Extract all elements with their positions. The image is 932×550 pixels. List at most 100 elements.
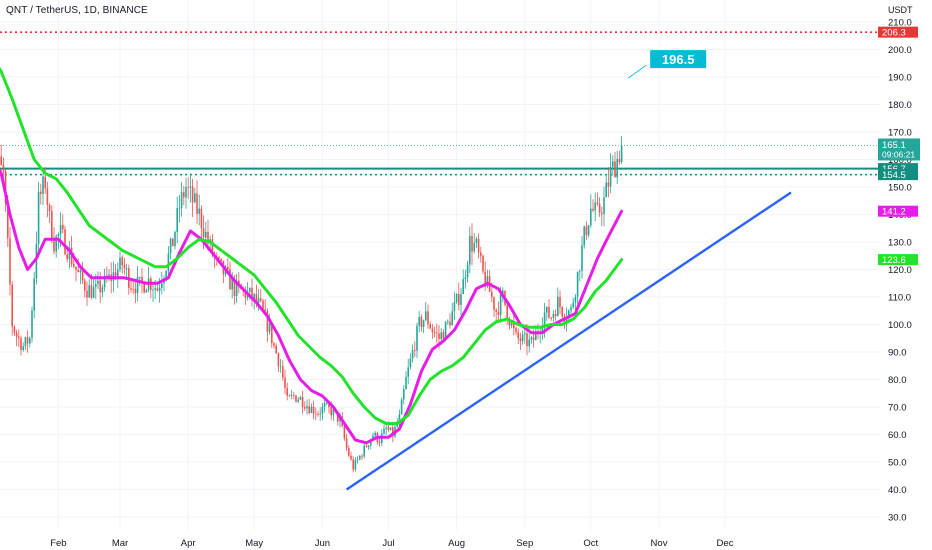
moving-average-line bbox=[0, 168, 624, 445]
candle-body bbox=[321, 406, 324, 414]
candle-body bbox=[97, 280, 99, 285]
candle-body bbox=[557, 296, 559, 317]
candle-body bbox=[79, 270, 82, 273]
candle-body bbox=[24, 337, 27, 347]
candle-body bbox=[466, 264, 469, 278]
candle-body bbox=[614, 161, 616, 178]
candle-body bbox=[31, 310, 33, 339]
candle-body bbox=[59, 224, 62, 235]
candle-body bbox=[433, 332, 436, 334]
candle-body bbox=[361, 455, 363, 457]
candle-body bbox=[57, 234, 60, 237]
candle-body bbox=[436, 332, 438, 334]
candle-body bbox=[590, 208, 592, 226]
candle-body bbox=[442, 332, 445, 339]
candle-body bbox=[290, 394, 293, 396]
candle-body bbox=[121, 257, 123, 266]
x-tick-label: Nov bbox=[651, 538, 668, 549]
candle-body bbox=[616, 159, 618, 178]
annotation-box bbox=[650, 50, 707, 69]
y-tick-label: 100.0 bbox=[888, 320, 912, 331]
level-price-tag-bg bbox=[878, 169, 918, 181]
candle-body bbox=[530, 337, 533, 340]
candle-body bbox=[198, 208, 200, 214]
candle-body bbox=[268, 323, 271, 332]
x-tick-label: Oct bbox=[583, 538, 598, 549]
candle-body bbox=[66, 254, 68, 260]
candle-body bbox=[51, 210, 53, 241]
y-tick-label: 170.0 bbox=[888, 128, 912, 139]
candle-body bbox=[477, 238, 480, 253]
time-axis[interactable]: Feb Mar Apr May Jun Jul Aug Sep Oct Nov Dec bbox=[50, 538, 733, 549]
candle-body bbox=[42, 176, 44, 194]
candle-body bbox=[548, 306, 550, 318]
candle-body bbox=[480, 252, 482, 256]
candle-body bbox=[370, 439, 372, 446]
y-tick-label: 50.0 bbox=[888, 458, 907, 469]
candle-body bbox=[431, 328, 434, 333]
candle-body bbox=[444, 322, 447, 339]
candle-body bbox=[125, 268, 128, 270]
candle-body bbox=[583, 226, 585, 246]
trendline-layer[interactable] bbox=[345, 191, 792, 491]
candle-body bbox=[328, 402, 330, 408]
support-trendline bbox=[345, 191, 792, 491]
candle-body bbox=[482, 255, 484, 272]
candle-body bbox=[301, 396, 304, 408]
annotation-layer[interactable]: 196.5 bbox=[627, 50, 707, 79]
y-tick-label: 180.0 bbox=[888, 100, 912, 111]
candle-body bbox=[337, 411, 339, 422]
y-tick-label: 40.0 bbox=[888, 485, 907, 496]
ma-price-tag-bg bbox=[878, 254, 918, 266]
candle-body bbox=[513, 322, 515, 329]
candle-body bbox=[323, 403, 326, 407]
candle-body bbox=[550, 317, 552, 319]
level-price-tag: 206.3 bbox=[882, 28, 906, 39]
candle-body bbox=[180, 192, 183, 208]
candle-body bbox=[607, 182, 610, 187]
candle-body bbox=[407, 367, 409, 377]
candle-body bbox=[152, 289, 154, 291]
level-price-tag-bg bbox=[878, 26, 918, 38]
moving-averages-layer bbox=[0, 66, 624, 445]
candle-body bbox=[552, 314, 555, 318]
y-tick-label: 70.0 bbox=[888, 403, 907, 414]
candle-body bbox=[262, 300, 264, 310]
candle-body bbox=[576, 271, 579, 297]
candle-body bbox=[365, 445, 368, 447]
candle-body bbox=[438, 333, 440, 339]
candle-body bbox=[123, 265, 126, 269]
candle-body bbox=[136, 277, 139, 294]
candle-body bbox=[238, 280, 240, 285]
candle-body bbox=[117, 269, 119, 279]
candle-body bbox=[510, 322, 513, 326]
candle-body bbox=[400, 399, 403, 415]
x-tick-label: Aug bbox=[448, 538, 465, 549]
y-tick-label: 150.0 bbox=[888, 183, 912, 194]
candle-body bbox=[493, 297, 495, 310]
candle-body bbox=[196, 193, 198, 214]
candle-body bbox=[568, 310, 570, 319]
candle-body bbox=[541, 327, 544, 333]
candle-body bbox=[464, 277, 467, 280]
candle-body bbox=[288, 395, 291, 397]
candle-body bbox=[251, 287, 253, 299]
candle-body bbox=[9, 238, 11, 285]
price-axis[interactable]: 30.0 40.0 50.0 60.0 70.0 80.0 90.0 100.0 110.0 12… bbox=[888, 18, 912, 524]
candle-body bbox=[99, 280, 101, 293]
candle-body bbox=[565, 318, 568, 322]
candle-body bbox=[519, 338, 522, 342]
annotation-pointer bbox=[627, 64, 647, 79]
candle-body bbox=[81, 270, 84, 281]
candle-body bbox=[345, 438, 348, 448]
candle-body bbox=[233, 279, 236, 297]
currency-label: USDT bbox=[888, 5, 913, 15]
candle-body bbox=[235, 280, 238, 297]
candle-body bbox=[618, 159, 621, 163]
candle-body bbox=[284, 377, 286, 389]
candle-body bbox=[187, 187, 189, 188]
candle-body bbox=[343, 426, 346, 439]
candle-body bbox=[185, 187, 187, 198]
